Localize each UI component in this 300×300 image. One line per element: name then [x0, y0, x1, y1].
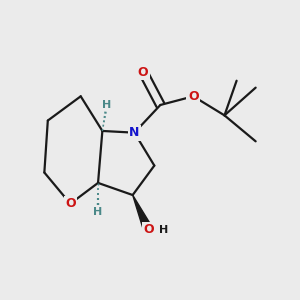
Text: O: O	[188, 90, 199, 103]
Text: H: H	[159, 225, 169, 235]
Text: O: O	[65, 197, 76, 210]
Polygon shape	[133, 195, 153, 232]
Text: O: O	[138, 66, 148, 79]
Text: H: H	[93, 207, 103, 218]
Text: N: N	[129, 126, 140, 139]
Text: H: H	[102, 100, 111, 110]
Text: O: O	[143, 223, 154, 236]
